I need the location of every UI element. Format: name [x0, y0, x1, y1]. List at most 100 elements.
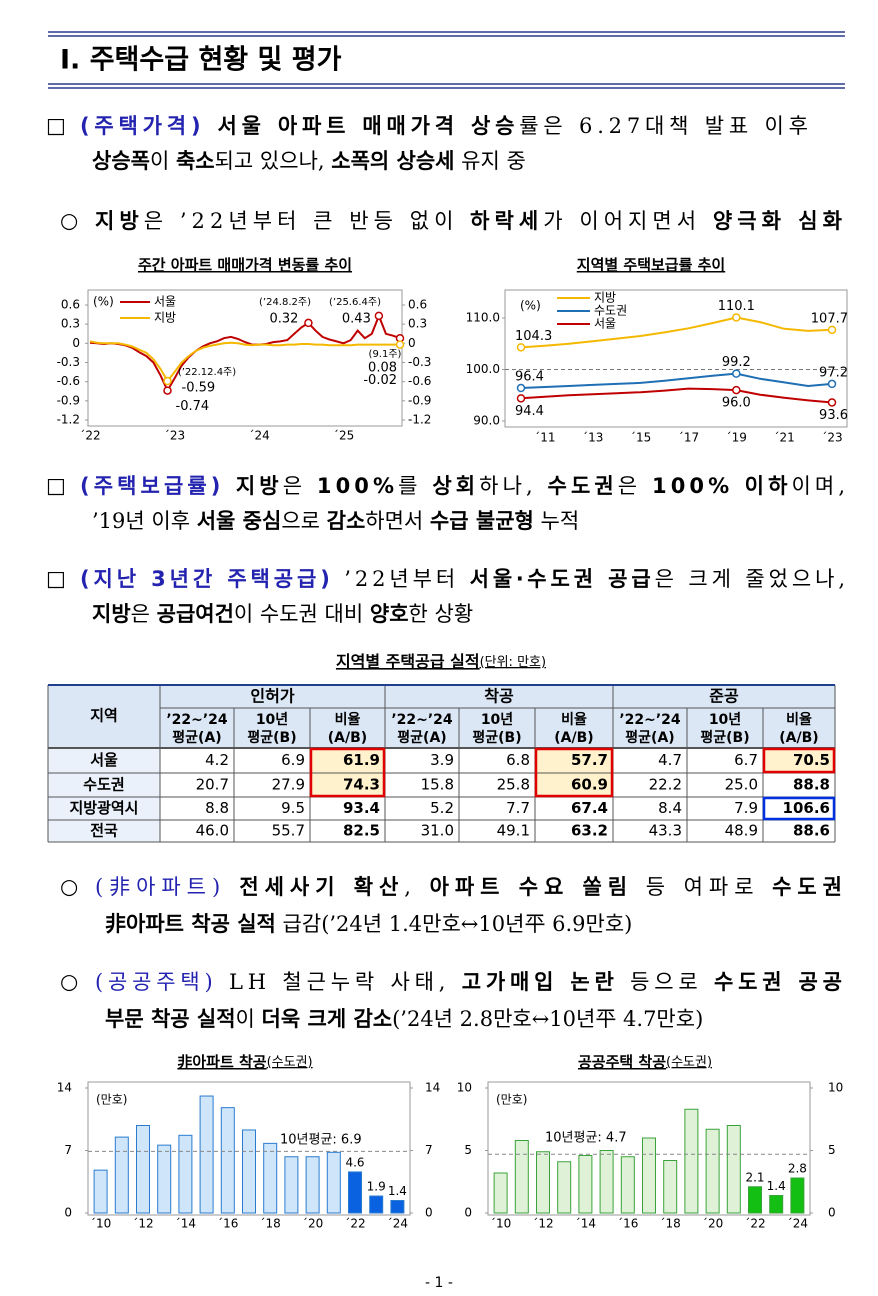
y-tick-label: 0 — [72, 336, 80, 350]
text-run: 유지 중 — [454, 149, 525, 173]
table-cell: 8.4 — [658, 799, 682, 817]
text-run: ’22년부터 — [334, 567, 466, 591]
text-line: (주택보급률) 지방 은 100% 를 상회 하나, 수도권 은 100% 이하 이며, — [80, 474, 845, 499]
x-tick-label: ´22 — [744, 1217, 765, 1231]
chart-title-text: 주간 아파트 매매가격 변동률 추이 — [138, 256, 352, 274]
bar — [390, 1200, 405, 1214]
x-tick-label: ´18 — [260, 1217, 281, 1231]
text-line: (공공주택) LH 철근누락 사태, 고가매입 논란 등으로 수도권 공공 — [95, 970, 842, 995]
text-run: 은 — [618, 474, 648, 498]
text-run: (非아파트) — [95, 875, 220, 899]
column-header: 비율 — [561, 711, 587, 728]
text-run: 수도권 — [548, 474, 614, 498]
reference-label: 10년평균: 4.7 — [545, 1131, 627, 1146]
point-marker — [827, 379, 837, 389]
x-tick-label: ´14 — [175, 1217, 196, 1231]
bar — [642, 1137, 656, 1214]
chart-title-text: 非아파트 착공 — [177, 1053, 266, 1071]
table-cell: 8.8 — [205, 799, 229, 817]
text-run: 상회 — [432, 474, 475, 498]
text-run: 수도권 — [772, 875, 842, 899]
y2-tick-label: 0 — [408, 336, 416, 350]
unit-label: (%) — [520, 299, 541, 313]
bullet-marker: ○ — [60, 970, 78, 994]
y-tick-label: 110.0 — [466, 311, 500, 325]
row-label: 수도권 — [83, 776, 124, 794]
table-cell: 9.5 — [281, 799, 305, 817]
text-run: (지난 3년간 주택공급) — [80, 567, 330, 591]
point-marker — [163, 376, 172, 386]
bullet-marker: ○ — [60, 209, 78, 233]
text-run: 서울 중심 — [197, 509, 282, 533]
table-cell: 25.8 — [497, 776, 530, 794]
column-header: 10년 — [481, 712, 513, 728]
bar — [790, 1177, 805, 1214]
column-header: (A/B) — [554, 730, 593, 746]
table-cell: 88.6 — [793, 822, 830, 840]
x-tick-label: ´24 — [387, 1217, 408, 1231]
bullet-marker: ○ — [60, 875, 78, 899]
x-tick-label: ´23 — [821, 431, 842, 445]
legend-label: 서울 — [154, 295, 176, 309]
column-group: 인허가 — [250, 687, 294, 706]
y-tick-label: 100.0 — [466, 362, 500, 376]
x-tick-label: ´20 — [702, 1217, 723, 1231]
text-run: LH 철근누락 사태, — [218, 970, 457, 994]
text-run: 지방 — [92, 602, 131, 626]
plot-frame — [504, 289, 848, 428]
table-cell: 25.0 — [725, 776, 758, 794]
column-header: 10년 — [256, 712, 288, 728]
column-header: ’22~’24 — [166, 712, 228, 728]
bar — [348, 1171, 362, 1214]
data-label: 0.32 — [269, 311, 298, 326]
table-cell: 74.3 — [343, 776, 380, 794]
text-run: 이 수도권 대비 — [234, 602, 370, 626]
table-cell: 7.7 — [506, 799, 530, 817]
x-tick-label: ´22 — [344, 1217, 365, 1231]
table-cell: 31.0 — [421, 822, 454, 840]
plot-frame — [487, 1081, 811, 1216]
column-header: 10년 — [709, 712, 741, 728]
series-line — [89, 313, 401, 393]
text-run: 양극화 심화 — [713, 209, 843, 233]
y-tick-label: -0.9 — [57, 393, 80, 407]
text-run: , — [404, 875, 423, 899]
chart-title: 공공주택 착공(수도권) — [578, 1053, 712, 1071]
bar — [536, 1151, 550, 1214]
point-marker — [516, 383, 526, 393]
text-run: 를 — [398, 474, 428, 498]
table-cell: 3.9 — [430, 751, 454, 769]
table-cell: 82.5 — [343, 822, 380, 840]
text-run: 양호 — [370, 602, 409, 626]
point-marker — [163, 386, 172, 395]
x-tick-label: ´16 — [217, 1217, 238, 1231]
row-label: 서울 — [90, 751, 118, 769]
point-marker — [304, 318, 313, 328]
column-header: 평균(B) — [247, 729, 296, 746]
y2-tick-label: 7 — [425, 1143, 433, 1157]
x-tick-label: ´24 — [787, 1217, 808, 1231]
y-tick-label: 5 — [464, 1143, 472, 1157]
column-header: ’22~’24 — [391, 712, 453, 728]
x-tick-label: ´11 — [534, 431, 555, 445]
y-tick-label: 7 — [64, 1143, 72, 1157]
text-run: 서울‧수도권 공급 — [470, 567, 651, 591]
column-header: 평균(B) — [700, 729, 749, 746]
point-marker — [732, 369, 741, 378]
text-run: (주택보급률) — [80, 474, 220, 498]
x-tick-label: ´18 — [660, 1217, 681, 1231]
label-col-bg — [48, 748, 160, 842]
bar — [157, 1144, 172, 1214]
text-line: 상승폭이 축소되고 있으나, 소폭의 상승세 유지 중 — [92, 149, 526, 174]
column-header: 평균(A) — [172, 729, 221, 746]
point-marker — [827, 325, 837, 335]
unit-label: (만호) — [96, 1093, 127, 1107]
text-run: 부문 착공 실적 — [105, 1007, 236, 1031]
data-label: 107.7 — [811, 311, 848, 326]
cell-outline — [762, 796, 836, 821]
table-corner: 지역 — [90, 707, 118, 725]
bar — [369, 1195, 384, 1214]
chart-subtitle: (수도권) — [666, 1055, 712, 1070]
text-run: 공급여건 — [157, 602, 234, 626]
column-header: ’22~’24 — [619, 712, 681, 728]
